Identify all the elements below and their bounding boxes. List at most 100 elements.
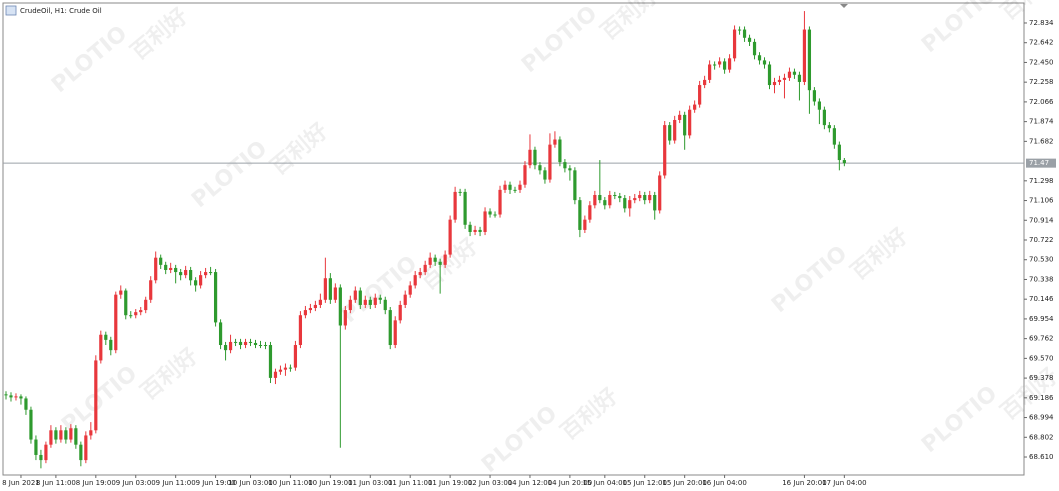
x-tick-label: 11 Jun 03:00 bbox=[348, 479, 392, 487]
candle-body bbox=[468, 224, 472, 232]
candle-body bbox=[593, 194, 597, 206]
candle-body bbox=[563, 162, 567, 169]
candle-body bbox=[169, 267, 173, 271]
x-tick-label: 8 Jun 11:00 bbox=[36, 479, 76, 487]
candle-body bbox=[683, 114, 687, 136]
candle-body bbox=[308, 308, 312, 311]
candle-body bbox=[588, 205, 592, 220]
candle-body bbox=[393, 320, 397, 346]
candle-body bbox=[568, 168, 572, 171]
candle-body bbox=[24, 398, 28, 410]
candle-body bbox=[678, 114, 682, 120]
x-tick-label: 17 Jun 04:00 bbox=[822, 479, 866, 487]
candle-body bbox=[174, 267, 178, 273]
candle-body bbox=[373, 297, 377, 305]
candle-body bbox=[343, 310, 347, 326]
candle-body bbox=[398, 304, 402, 321]
candle-body bbox=[538, 165, 542, 171]
candle-body bbox=[782, 77, 787, 80]
candle-body bbox=[463, 191, 467, 225]
candle-body bbox=[693, 104, 697, 110]
candle-body bbox=[49, 430, 53, 445]
candle-body bbox=[403, 294, 407, 305]
candle-body bbox=[708, 64, 712, 80]
candle-body bbox=[213, 272, 218, 323]
candle-body bbox=[14, 396, 18, 398]
x-tick-label: 10 Jun 03:00 bbox=[228, 479, 272, 487]
candle-body bbox=[508, 184, 512, 190]
candle-body bbox=[827, 125, 831, 129]
y-tick-label: 71.298 bbox=[1029, 177, 1054, 185]
candle-body bbox=[792, 71, 797, 75]
candle-body bbox=[648, 194, 652, 201]
candle-body bbox=[438, 261, 442, 265]
x-tick-label: 10 Jun 19:00 bbox=[308, 479, 352, 487]
candle-body bbox=[44, 444, 48, 461]
candle-body bbox=[732, 29, 737, 59]
candle-body bbox=[603, 200, 607, 206]
candle-body bbox=[658, 175, 662, 211]
candle-body bbox=[94, 360, 98, 431]
y-tick-label: 72.642 bbox=[1029, 39, 1054, 47]
candle-body bbox=[64, 430, 68, 440]
y-tick-label: 72.450 bbox=[1029, 58, 1054, 66]
candle-body bbox=[713, 64, 717, 66]
candle-body bbox=[573, 170, 577, 201]
y-tick-label: 69.570 bbox=[1029, 354, 1054, 362]
x-tick-label: 11 Jun 11:00 bbox=[388, 479, 432, 487]
candle-body bbox=[184, 270, 188, 276]
candle-body bbox=[752, 41, 757, 56]
y-tick-label: 68.610 bbox=[1029, 453, 1054, 461]
candle-body bbox=[39, 454, 43, 461]
candle-body bbox=[144, 299, 148, 311]
y-tick-label: 69.762 bbox=[1029, 335, 1054, 343]
candle-body bbox=[358, 290, 362, 305]
candle-body bbox=[458, 191, 462, 193]
candle-body bbox=[84, 435, 88, 461]
candle-body bbox=[498, 189, 502, 215]
x-tick-label: 9 Jun 03:00 bbox=[116, 479, 156, 487]
candle-body bbox=[747, 37, 752, 42]
candle-body bbox=[413, 275, 417, 286]
y-tick-label: 71.682 bbox=[1029, 137, 1054, 145]
candle-body bbox=[777, 79, 782, 82]
candle-body bbox=[433, 257, 437, 262]
candle-body bbox=[34, 439, 38, 455]
candle-body bbox=[727, 58, 732, 70]
x-tick-label: 16 Jun 04:00 bbox=[702, 479, 746, 487]
plot-frame bbox=[2, 2, 1025, 476]
candle-body bbox=[233, 341, 238, 343]
candle-body bbox=[837, 144, 841, 161]
y-tick-label: 72.066 bbox=[1029, 98, 1054, 106]
candle-body bbox=[238, 341, 243, 346]
candle-body bbox=[164, 264, 168, 271]
candle-body bbox=[483, 211, 487, 232]
candle-body bbox=[383, 299, 387, 311]
candle-body bbox=[258, 345, 263, 347]
candle-body bbox=[722, 61, 727, 70]
candle-body bbox=[298, 315, 303, 346]
candle-body bbox=[548, 144, 552, 180]
candle-body bbox=[453, 191, 457, 220]
candle-body bbox=[248, 341, 253, 343]
candle-body bbox=[663, 125, 667, 176]
candle-body bbox=[408, 285, 412, 295]
y-tick-label: 71.106 bbox=[1029, 197, 1054, 205]
candle-body bbox=[79, 444, 83, 461]
candle-body bbox=[668, 125, 672, 141]
x-tick-label: 9 Jun 11:00 bbox=[156, 479, 196, 487]
candle-body bbox=[448, 219, 452, 255]
candle-body bbox=[208, 272, 213, 274]
y-tick-label: 70.914 bbox=[1029, 216, 1054, 224]
candle-body bbox=[323, 278, 327, 300]
candle-body bbox=[378, 297, 382, 300]
candle-body bbox=[283, 367, 288, 370]
y-tick-label: 72.834 bbox=[1029, 19, 1054, 27]
candle-body bbox=[807, 29, 812, 91]
x-tick-label: 15 Jun 04:00 bbox=[583, 479, 627, 487]
candle-body bbox=[159, 257, 163, 265]
candle-body bbox=[528, 149, 532, 166]
candle-body bbox=[737, 29, 742, 31]
candle-body bbox=[99, 334, 103, 361]
candle-body bbox=[797, 74, 802, 82]
